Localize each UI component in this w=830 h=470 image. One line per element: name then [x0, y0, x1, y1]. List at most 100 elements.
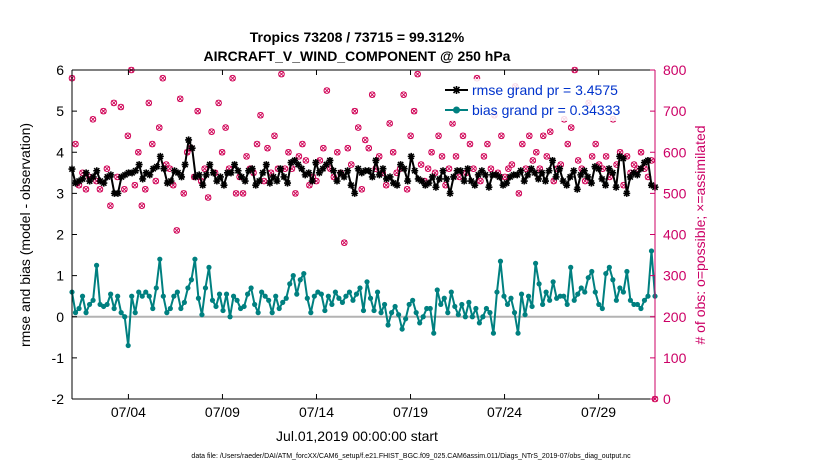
obs-possible-point — [302, 157, 310, 164]
bias-point — [532, 260, 539, 266]
y-right-tick-label: 0 — [663, 391, 671, 407]
bias-point — [353, 291, 360, 297]
obs-possible-point — [107, 202, 114, 210]
bias-point — [206, 264, 212, 270]
rmse-point — [460, 177, 468, 185]
obs-possible-point — [445, 165, 453, 172]
rmse-point — [496, 173, 504, 181]
rmse-point — [368, 173, 376, 181]
bias-point — [578, 285, 584, 291]
rmse-point — [132, 167, 140, 175]
obs-assimilated-point — [173, 227, 180, 234]
obs-possible-point — [435, 132, 442, 140]
bias-point — [230, 293, 237, 299]
rmse-point — [499, 181, 507, 189]
obs-possible-point — [204, 194, 212, 201]
obs-assimilated-point — [320, 145, 327, 151]
obs-possible-point — [567, 124, 575, 131]
obs-possible-point — [72, 140, 79, 148]
obs-assimilated-point — [72, 141, 79, 147]
rmse-point — [213, 177, 221, 185]
rmse-point — [594, 165, 602, 173]
obs-assimilated-point — [107, 202, 114, 209]
x-axis-label: Jul.01,2019 00:00:00 start — [276, 428, 438, 444]
rmse-point — [598, 175, 606, 183]
rmse-point — [485, 183, 493, 191]
obs-possible-point — [215, 99, 222, 107]
bias-point — [388, 310, 395, 316]
rmse-point — [612, 183, 620, 191]
rmse-point — [167, 177, 175, 185]
rmse-point — [580, 167, 588, 175]
bias-point — [111, 305, 117, 312]
obs-possible-point — [145, 99, 153, 107]
rmse-point — [185, 136, 193, 144]
y-left-tick-label: 3 — [56, 185, 64, 201]
obs-assimilated-point — [509, 161, 515, 168]
rmse-point — [326, 156, 334, 164]
obs-assimilated-point — [547, 128, 554, 135]
bias-point — [129, 293, 135, 299]
obs-possible-point — [637, 148, 645, 156]
obs-possible-point — [515, 190, 523, 197]
rmse-point — [178, 173, 186, 181]
rmse-point — [75, 177, 83, 185]
bias-point — [143, 289, 149, 295]
rmse-point — [195, 171, 203, 179]
rmse-point — [439, 167, 447, 175]
obs-possible-point — [407, 132, 414, 140]
legend-box — [440, 79, 648, 121]
bias-point — [571, 297, 577, 303]
obs-possible-point — [414, 70, 421, 78]
rmse-point — [404, 177, 412, 185]
bias-point — [357, 285, 363, 291]
bias-point — [287, 281, 293, 287]
rmse-point — [538, 169, 546, 177]
bias-point — [445, 310, 451, 316]
rmse-point — [315, 169, 323, 177]
obs-possible-point — [508, 161, 516, 168]
rmse-point — [163, 179, 171, 187]
rmse-point — [566, 173, 574, 181]
bias-point — [592, 289, 598, 295]
obs-possible-point — [529, 157, 537, 164]
obs-possible-point — [243, 153, 250, 160]
rmse-point — [337, 169, 345, 177]
obs-assimilated-point — [208, 128, 215, 135]
rmse-point — [308, 177, 316, 185]
rmse-point — [361, 167, 369, 175]
bias-point — [431, 330, 437, 336]
obs-possible-point — [484, 140, 491, 148]
rmse-point — [114, 189, 122, 197]
bias-point — [76, 305, 82, 312]
obs-possible-point — [588, 153, 596, 160]
rmse-point — [294, 161, 302, 169]
bias-point — [381, 301, 388, 308]
obs-possible-point — [564, 140, 572, 148]
rmse-point — [110, 189, 118, 197]
rmse-point — [216, 173, 224, 181]
bias-point — [473, 305, 479, 312]
obs-assimilated-point — [498, 132, 505, 139]
rmse-point — [446, 189, 454, 197]
obs-possible-point — [218, 148, 226, 156]
rmse-point — [287, 159, 295, 167]
obs-possible-point — [386, 120, 393, 127]
rmse-point — [298, 165, 306, 173]
obs-assimilated-point — [149, 141, 156, 147]
rmse-point — [188, 144, 196, 152]
rmse-point — [220, 181, 228, 189]
bias-point — [332, 289, 339, 295]
rmse-point — [379, 165, 387, 173]
bias-point — [480, 314, 486, 320]
obs-possible-point — [142, 185, 149, 193]
rmse-point — [527, 165, 535, 173]
obs-possible-point — [574, 157, 582, 164]
bias-point — [139, 293, 145, 299]
obs-possible-point — [89, 116, 97, 123]
rmse-point — [471, 181, 479, 189]
bias-point — [276, 305, 282, 312]
bias-point — [420, 314, 426, 320]
obs-possible-point — [361, 136, 369, 144]
bias-point — [255, 310, 261, 316]
